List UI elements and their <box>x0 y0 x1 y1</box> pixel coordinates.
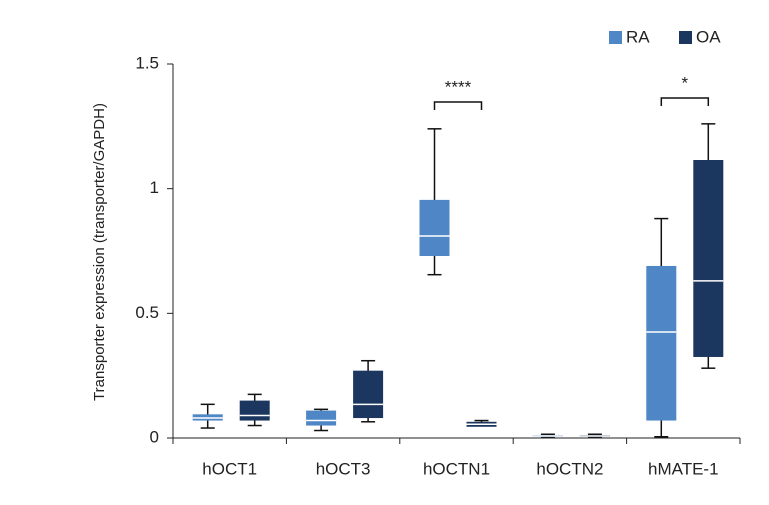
y-tick-label: 0.5 <box>135 303 159 322</box>
x-tick-label: hOCTN1 <box>423 459 490 478</box>
box <box>306 410 337 426</box>
significance-bracket <box>660 97 710 106</box>
x-tick-label: hMATE-1 <box>648 459 719 478</box>
legend-label: OA <box>696 27 721 46</box>
significance-bracket <box>433 101 483 110</box>
y-tick-label: 0 <box>150 427 159 446</box>
box <box>239 400 270 421</box>
x-tick-label: hOCTN2 <box>536 459 603 478</box>
x-tick-label: hOCT3 <box>316 459 371 478</box>
y-axis-title: Transporter expression (transporter/GAPD… <box>91 103 108 401</box>
box <box>353 370 384 419</box>
x-tick-label: hOCT1 <box>202 459 257 478</box>
box <box>693 159 724 357</box>
legend-swatch <box>609 31 622 44</box>
legend-swatch <box>679 31 692 44</box>
legend-label: RA <box>626 27 650 46</box>
y-tick-label: 1 <box>150 178 159 197</box>
significance-label: * <box>681 73 688 92</box>
y-tick-label: 1.5 <box>135 53 159 72</box>
box <box>419 199 450 256</box>
box <box>646 265 677 421</box>
significance-label: **** <box>445 77 472 96</box>
